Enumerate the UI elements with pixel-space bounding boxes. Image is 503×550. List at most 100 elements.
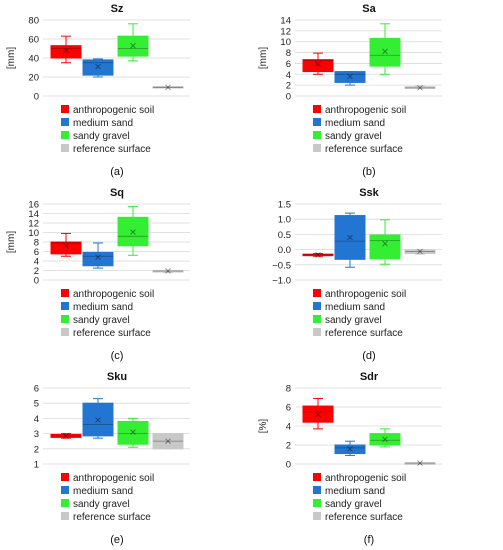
chart-title: Sa bbox=[362, 3, 376, 15]
legend-swatch bbox=[313, 315, 321, 323]
y-tick-label: 4 bbox=[34, 257, 39, 268]
y-axis-label: [mm] bbox=[258, 47, 269, 69]
y-tick-label: 6 bbox=[34, 247, 39, 258]
y-tick-label: 2 bbox=[286, 441, 291, 452]
y-tick-label: 10 bbox=[280, 37, 291, 48]
mean-marker bbox=[63, 242, 69, 249]
mean-marker bbox=[95, 417, 101, 423]
y-tick-label: 0 bbox=[34, 92, 39, 103]
mean-marker bbox=[165, 84, 171, 91]
mean-marker bbox=[315, 411, 321, 418]
chart-title: Ssk bbox=[359, 187, 379, 199]
y-tick-label: 14 bbox=[28, 209, 39, 220]
chart-title: Sku bbox=[107, 371, 127, 383]
box-anthropogenic-soil bbox=[302, 251, 334, 258]
legend-label: medium sand bbox=[73, 118, 133, 129]
y-axis-label: [mm] bbox=[6, 47, 17, 69]
y-tick-label: 0 bbox=[34, 276, 39, 287]
box-sandy-gravel bbox=[369, 428, 401, 448]
mean-marker bbox=[417, 460, 423, 466]
mean-marker bbox=[347, 445, 353, 452]
mean-marker bbox=[382, 240, 388, 247]
box-anthropogenic-soil bbox=[50, 35, 82, 64]
legend-label: sandy gravel bbox=[73, 499, 130, 510]
y-tick-label: 1.5 bbox=[278, 200, 291, 211]
legend-label: medium sand bbox=[73, 302, 133, 313]
panel-caption: (b) bbox=[362, 166, 375, 178]
mean-marker bbox=[165, 438, 171, 445]
box-medium-sand bbox=[82, 58, 114, 78]
box-body bbox=[302, 405, 334, 423]
chart-panel-sku: Sku 1 2 3 4 5 6 anthropogenic soil medium sand sa… bbox=[34, 371, 190, 546]
mean-marker bbox=[315, 251, 321, 258]
box-anthropogenic-soil bbox=[302, 397, 334, 430]
legend-label: anthropogenic soil bbox=[73, 289, 154, 300]
box-body bbox=[152, 86, 184, 89]
box-body bbox=[369, 234, 401, 260]
y-tick-label: 2 bbox=[34, 444, 39, 455]
legend-label: anthropogenic soil bbox=[73, 473, 154, 484]
y-tick-label: 1 bbox=[34, 460, 39, 471]
box-reference-surface bbox=[152, 84, 184, 91]
mean-marker bbox=[95, 63, 101, 70]
chart-title: Sz bbox=[111, 3, 124, 15]
mean-marker bbox=[95, 254, 101, 261]
box-body bbox=[117, 35, 149, 57]
y-tick-label: 8 bbox=[286, 384, 291, 395]
box-body bbox=[152, 270, 184, 273]
legend-label: medium sand bbox=[325, 486, 385, 497]
y-tick-label: 6 bbox=[286, 59, 291, 70]
box-reference-surface bbox=[152, 268, 184, 274]
y-tick-label: 6 bbox=[286, 403, 291, 414]
y-tick-label: 60 bbox=[28, 35, 39, 46]
box-reference-surface bbox=[404, 460, 436, 466]
y-tick-label: 2 bbox=[34, 266, 39, 277]
legend-label: reference surface bbox=[325, 328, 403, 339]
mean-marker bbox=[347, 73, 353, 80]
box-anthropogenic-soil bbox=[50, 232, 82, 257]
mean-marker bbox=[63, 433, 69, 439]
legend-swatch bbox=[61, 302, 69, 310]
y-tick-label: 0 bbox=[286, 92, 291, 103]
chart-panel-ssk: Ssk 1.5 1.0 0.5 0.0 −0.5 −1.0 anthropogenic soi… bbox=[272, 187, 442, 362]
mean-marker bbox=[382, 48, 388, 55]
legend-swatch bbox=[313, 473, 321, 481]
legend-label: anthropogenic soil bbox=[325, 289, 406, 300]
mean-marker bbox=[417, 85, 423, 91]
y-tick-label: 10 bbox=[28, 228, 39, 239]
y-tick-label: 0.0 bbox=[278, 245, 291, 256]
panel-caption: (d) bbox=[362, 350, 375, 362]
box-body bbox=[152, 433, 184, 450]
box-body bbox=[404, 462, 436, 465]
box-body bbox=[50, 45, 82, 59]
legend-label: anthropogenic soil bbox=[325, 105, 406, 116]
y-tick-label: −1.0 bbox=[272, 276, 291, 287]
box-sandy-gravel bbox=[117, 417, 149, 448]
legend-label: sandy gravel bbox=[325, 131, 382, 142]
legend-swatch bbox=[313, 512, 321, 520]
y-tick-label: 8 bbox=[286, 48, 291, 59]
box-body bbox=[82, 251, 114, 267]
y-tick-label: 0.5 bbox=[278, 230, 291, 241]
chart-title: Sq bbox=[110, 187, 124, 199]
legend-swatch bbox=[61, 105, 69, 113]
y-tick-label: 40 bbox=[28, 54, 39, 65]
box-sandy-gravel bbox=[117, 23, 149, 62]
panel-caption: (e) bbox=[110, 534, 123, 546]
legend-swatch bbox=[313, 289, 321, 297]
legend-label: medium sand bbox=[325, 118, 385, 129]
box-medium-sand bbox=[334, 212, 366, 268]
y-tick-label: 20 bbox=[28, 73, 39, 84]
legend-label: sandy gravel bbox=[325, 499, 382, 510]
box-medium-sand bbox=[82, 398, 114, 439]
y-tick-label: 80 bbox=[28, 16, 39, 27]
mean-marker bbox=[417, 248, 423, 255]
chart-panel-sdr: Sdr 0 2 4 6 8 [%] anthropogenic soil medium sand… bbox=[258, 371, 442, 546]
legend-label: anthropogenic soil bbox=[73, 105, 154, 116]
mean-marker bbox=[130, 42, 136, 49]
box-body bbox=[369, 433, 401, 446]
legend-swatch bbox=[313, 486, 321, 494]
y-tick-label: 1.0 bbox=[278, 215, 291, 226]
